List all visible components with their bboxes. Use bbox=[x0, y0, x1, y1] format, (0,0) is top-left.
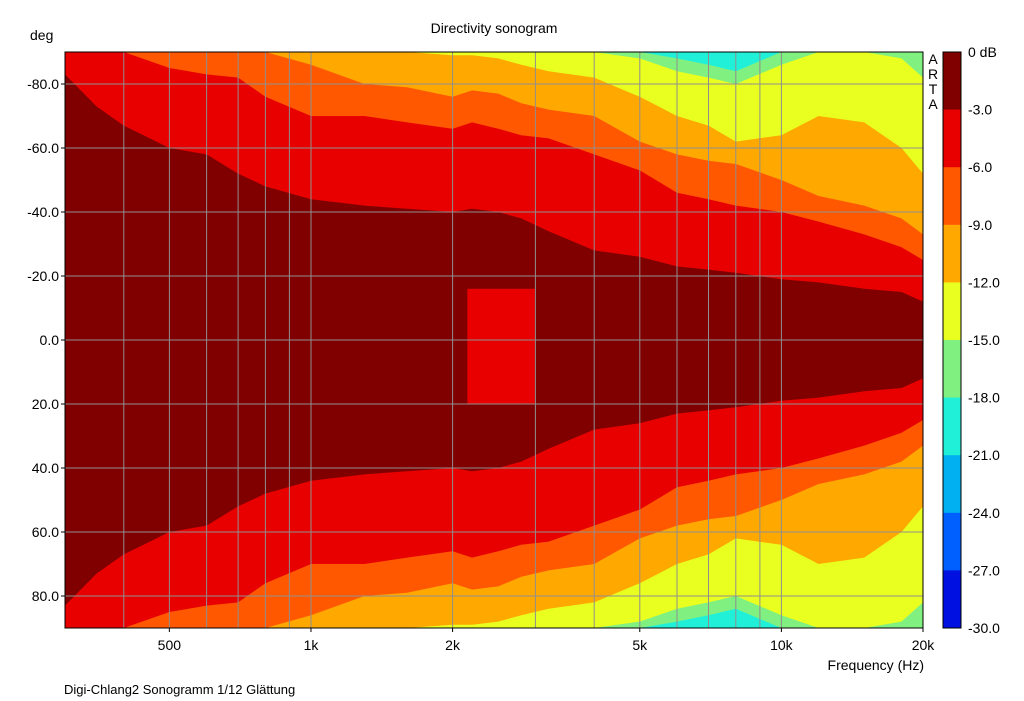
colorbar-swatch bbox=[943, 282, 961, 341]
x-tick-label: 1k bbox=[304, 637, 320, 653]
watermark-letter: R bbox=[928, 66, 938, 82]
colorbar-label: -9.0 bbox=[968, 217, 992, 233]
chart-title: Directivity sonogram bbox=[431, 20, 558, 36]
colorbar-label: -12.0 bbox=[968, 274, 1000, 290]
colorbar-label: -18.0 bbox=[968, 390, 1000, 406]
y-tick-label: 80.0 bbox=[32, 588, 59, 604]
y-tick-label: 60.0 bbox=[32, 524, 59, 540]
y-tick-label: -60.0 bbox=[27, 140, 59, 156]
footer-caption: Digi-Chlang2 Sonogramm 1/12 Glättung bbox=[64, 682, 295, 697]
watermark-letter: T bbox=[929, 81, 938, 97]
y-tick-label: 0.0 bbox=[40, 332, 60, 348]
colorbar-swatch bbox=[943, 224, 961, 283]
colorbar-swatch bbox=[943, 455, 961, 514]
colorbar-swatch bbox=[943, 512, 961, 571]
colorbar: 0 dB -3.0 -6.0 -9.0 -12.0 -15.0 -18.0 -21.0 -24.… bbox=[942, 44, 1000, 636]
colorbar-swatch bbox=[943, 340, 961, 399]
y-tick-label: -20.0 bbox=[27, 268, 59, 284]
y-tick-label: -80.0 bbox=[27, 76, 59, 92]
y-tick-label: 20.0 bbox=[32, 396, 59, 412]
colorbar-swatch bbox=[943, 397, 961, 456]
x-tick-label: 5k bbox=[632, 637, 648, 653]
y-tick-label: 40.0 bbox=[32, 460, 59, 476]
colorbar-swatch bbox=[943, 570, 961, 629]
colorbar-label: -30.0 bbox=[968, 620, 1000, 636]
x-tick-label: 10k bbox=[770, 637, 794, 653]
y-tick-label: -40.0 bbox=[27, 204, 59, 220]
y-axis-label: deg bbox=[30, 27, 53, 43]
grid-lines bbox=[64, 52, 924, 628]
colorbar-label: -6.0 bbox=[968, 159, 992, 175]
colorbar-label: -15.0 bbox=[968, 332, 1000, 348]
x-tick-label: 500 bbox=[158, 637, 182, 653]
colorbar-swatch bbox=[943, 109, 961, 168]
colorbar-swatch bbox=[943, 167, 961, 226]
x-axis-label: Frequency (Hz) bbox=[828, 657, 924, 673]
colorbar-label: -27.0 bbox=[968, 562, 1000, 578]
colorbar-label: -3.0 bbox=[968, 102, 992, 118]
watermark-letter: A bbox=[928, 96, 938, 112]
colorbar-label: -24.0 bbox=[968, 505, 1000, 521]
colorbar-label: 0 dB bbox=[968, 44, 997, 60]
colorbar-label: -21.0 bbox=[968, 447, 1000, 463]
watermark-letter: A bbox=[928, 51, 938, 67]
x-tick-label: 2k bbox=[445, 637, 461, 653]
colorbar-swatch bbox=[943, 52, 961, 111]
x-tick-label: 20k bbox=[912, 637, 936, 653]
on-axis-notch bbox=[467, 288, 536, 404]
axes: -80.0 -60.0 -40.0 -20.0 0.0 20.0 40.0 60.0 80.0 5… bbox=[27, 51, 938, 653]
colorbar-frame bbox=[942, 51, 962, 629]
